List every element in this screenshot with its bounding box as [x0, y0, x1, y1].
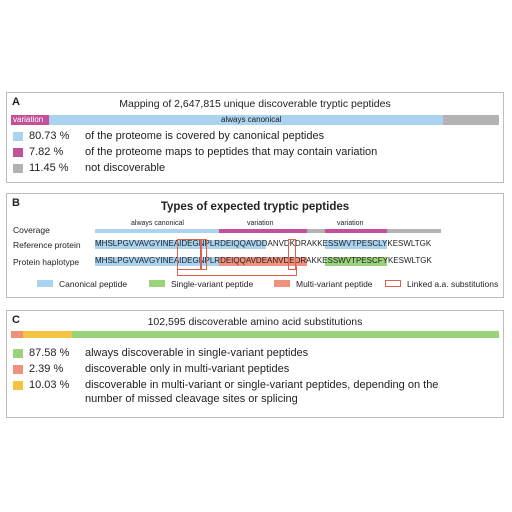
legend-percent: 7.82 %	[29, 146, 64, 158]
haplotype-segment-single-variant	[325, 257, 387, 266]
reference-sequence-text: MHSLPGVVAVGYINEAIDEGNPLRDEIQQAVDDANVDKDR…	[95, 239, 432, 248]
coverage-variation-label-1: variation	[247, 220, 274, 227]
reference-segment-canonical-1	[95, 240, 219, 249]
panel-b: B Types of expected tryptic peptides Cov…	[6, 193, 504, 298]
legend-text: Canonical peptide	[59, 279, 128, 289]
bar-label-variation: variation	[13, 115, 44, 124]
coverage-bar	[95, 229, 441, 233]
legend-percent: 10.03 %	[29, 379, 70, 391]
linked-substitution-box-1	[177, 239, 201, 270]
linked-substitution-box-3	[288, 239, 296, 270]
legend-single-variant-peptide: Single-variant peptide	[149, 279, 253, 289]
legend-swatch	[13, 349, 23, 358]
panel-c-title: 102,595 discoverable amino acid substitu…	[147, 316, 363, 328]
legend-swatch	[13, 365, 23, 374]
legend-text-continued: number of missed cleavage sites or splic…	[85, 393, 298, 405]
coverage-segment-grey	[307, 229, 325, 233]
panel-b-title: Types of expected tryptic peptides	[160, 201, 350, 213]
bar-segment-multi-variant	[11, 331, 23, 338]
coverage-label: Coverage	[13, 225, 50, 235]
legend-swatch	[274, 280, 290, 287]
legend-swatch	[13, 164, 23, 173]
bar-segment-not-discoverable	[443, 115, 499, 125]
legend-swatch	[385, 280, 401, 287]
legend-text: of the proteome is covered by canonical …	[85, 130, 325, 142]
linked-substitution-box-2	[201, 239, 207, 270]
legend-swatch	[149, 280, 165, 287]
legend-percent: 2.39 %	[29, 363, 64, 375]
legend-swatch	[13, 148, 23, 157]
legend-text: Multi-variant peptide	[296, 279, 373, 289]
legend-text: Linked a.a. substitutions	[407, 279, 499, 289]
bar-segment-canonical	[49, 115, 443, 125]
legend-swatch	[13, 132, 23, 141]
haplotype-segment-canonical	[95, 257, 219, 266]
bar-segment-single-variant	[72, 331, 499, 338]
legend-percent: 87.58 %	[29, 347, 70, 359]
legend-linked-substitutions: Linked a.a. substitutions	[385, 279, 498, 289]
protein-haplotype-label: Protein haplotype	[13, 257, 80, 267]
legend-text: always discoverable in single-variant pe…	[85, 347, 309, 359]
haplotype-segment-multi-variant	[219, 257, 307, 266]
legend-swatch	[37, 280, 53, 287]
reference-segment-canonical-2	[219, 240, 266, 249]
panel-a-label: A	[12, 96, 20, 108]
legend-text: discoverable in multi-variant or single-…	[85, 379, 439, 391]
bar-segment-depends	[23, 331, 72, 338]
panel-a-title: Mapping of 2,647,815 unique discoverable…	[119, 98, 391, 110]
legend-text: not discoverable	[85, 162, 166, 174]
coverage-segment-grey-2	[387, 229, 441, 233]
haplotype-sequence: MHSLPGVVAVGYINEAIDEGNPLRDEIQQAVDEANVDEDR…	[95, 256, 441, 267]
bar-segment-variation	[11, 115, 49, 125]
legend-percent: 11.45 %	[29, 162, 69, 174]
coverage-segment-canonical	[95, 229, 219, 233]
linked-substitution-connector	[177, 266, 297, 276]
reference-protein-label: Reference protein	[13, 240, 81, 250]
panel-c-label: C	[12, 314, 20, 326]
legend-canonical-peptide: Canonical peptide	[37, 279, 127, 289]
substitution-bar	[11, 331, 499, 338]
coverage-segment-variation	[219, 229, 307, 233]
coverage-segment-variation-2	[325, 229, 387, 233]
legend-swatch	[13, 381, 23, 390]
proteome-coverage-bar: variation always canonical	[11, 115, 499, 125]
legend-multi-variant-peptide: Multi-variant peptide	[274, 279, 373, 289]
legend-text: of the proteome maps to peptides that ma…	[85, 146, 378, 158]
coverage-always-canonical-label: always canonical	[131, 220, 184, 227]
panel-a: A Mapping of 2,647,815 unique discoverab…	[6, 92, 504, 183]
bar-label-canonical: always canonical	[221, 115, 282, 124]
panel-c: C 102,595 discoverable amino acid substi…	[6, 310, 504, 418]
reference-segment-canonical-3	[325, 240, 387, 249]
panel-b-label: B	[12, 197, 20, 209]
coverage-variation-label-2: variation	[337, 220, 364, 227]
legend-percent: 80.73 %	[29, 130, 70, 142]
legend-text: discoverable only in multi-variant pepti…	[85, 363, 290, 375]
haplotype-sequence-text: MHSLPGVVAVGYINEAIDEGNPLRDEIQQAVDEANVDEDR…	[95, 256, 432, 265]
legend-text: Single-variant peptide	[171, 279, 254, 289]
reference-sequence: MHSLPGVVAVGYINEAIDEGNPLRDEIQQAVDDANVDKDR…	[95, 239, 441, 250]
